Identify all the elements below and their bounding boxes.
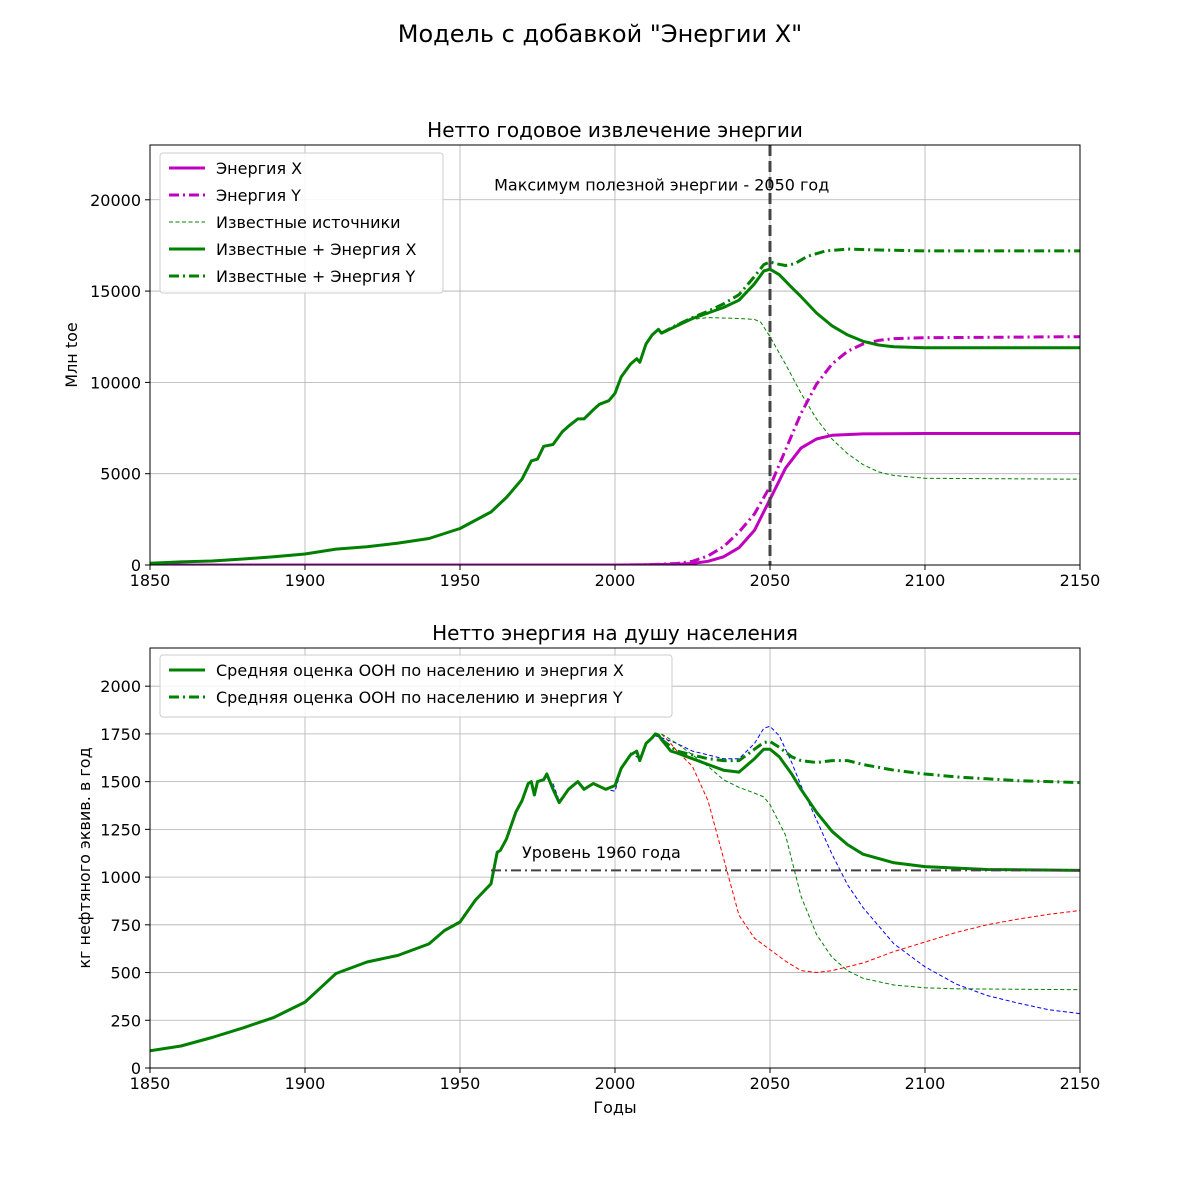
series-line (660, 247, 1080, 335)
y-tick-label: 1500 (100, 773, 141, 792)
series-line (660, 738, 1080, 785)
x-tick-label: 1950 (440, 571, 481, 590)
legend-label: Средняя оценка ООН по населению и энерги… (216, 661, 624, 680)
chart-energy-extraction: Нетто годовое извлечение энергии Млн toe… (62, 118, 1100, 590)
series-group (150, 725, 1080, 1053)
y-tick-label: 5000 (100, 465, 141, 484)
legend-label: Известные источники (216, 213, 401, 232)
x-tick-label: 2050 (750, 571, 791, 590)
x-tick-label: 2150 (1060, 1074, 1101, 1093)
y-tick-label: 20000 (90, 191, 141, 210)
y-tick-label: 250 (110, 1011, 141, 1030)
y-tick-label: 750 (110, 916, 141, 935)
plot-area: 1850 1900 1950 2000 2050 2100 2150 0 250 500 750 10… (100, 647, 1101, 1093)
y-tick-label: 0 (131, 556, 141, 575)
y-tick-label: 1250 (100, 820, 141, 839)
x-tick-label: 1900 (285, 1074, 326, 1093)
annotation-text: Уровень 1960 года (522, 843, 681, 862)
x-tick-label: 1900 (285, 571, 326, 590)
x-tick-label: 2000 (595, 571, 636, 590)
legend-label: Энергия Y (216, 186, 301, 205)
chart-title: Нетто годовое извлечение энергии (427, 118, 803, 142)
series-line (150, 335, 1080, 565)
legend-label: Известные + Энергия Y (216, 267, 416, 286)
x-tick-label: 1850 (130, 571, 171, 590)
legend-label: Энергия X (216, 159, 302, 178)
series-line (150, 267, 1080, 565)
series-line (552, 725, 1080, 1015)
legend: Средняя оценка ООН по населению и энерги… (159, 654, 673, 718)
y-tick-label: 500 (110, 964, 141, 983)
annotation-text: Максимум полезной энергии - 2050 год (494, 176, 829, 195)
x-tick-label: 2100 (905, 1074, 946, 1093)
plot-area: 1850 1900 1950 2000 2050 2100 2150 0 5000 10000 15… (90, 144, 1101, 590)
chart-per-capita-energy: Нетто энергия на душу населения кг нефтя… (75, 621, 1100, 1117)
y-tick-label: 15000 (90, 282, 141, 301)
y-tick-label: 1750 (100, 725, 141, 744)
x-tick-label: 2000 (595, 1074, 636, 1093)
y-tick-label: 10000 (90, 373, 141, 392)
figure-title: Модель с добавкой "Энергии X" (398, 20, 802, 48)
chart-title: Нетто энергия на душу населения (432, 621, 798, 645)
series-line (661, 733, 1080, 991)
series-line (661, 733, 1080, 973)
x-tick-label: 2100 (905, 571, 946, 590)
legend-box (159, 654, 673, 718)
y-axis-label: Млн toe (62, 322, 81, 387)
series-line (150, 732, 1080, 1053)
y-tick-label: 2000 (100, 677, 141, 696)
legend-label: Средняя оценка ООН по населению и энерги… (216, 688, 623, 707)
x-tick-label: 2050 (750, 1074, 791, 1093)
series-line (676, 317, 1080, 480)
y-tick-label: 0 (131, 1059, 141, 1078)
x-axis-label: Годы (593, 1098, 636, 1117)
y-tick-label: 1000 (100, 868, 141, 887)
legend-box (159, 152, 444, 294)
x-tick-label: 2150 (1060, 571, 1101, 590)
y-axis-label: кг нефтяного эквив. в год (75, 747, 94, 968)
legend: Энергия X Энергия Y Известные источники Изв… (159, 152, 444, 294)
x-tick-label: 1950 (440, 1074, 481, 1093)
x-tick-label: 1850 (130, 1074, 171, 1093)
legend-label: Известные + Энергия X (216, 240, 417, 259)
